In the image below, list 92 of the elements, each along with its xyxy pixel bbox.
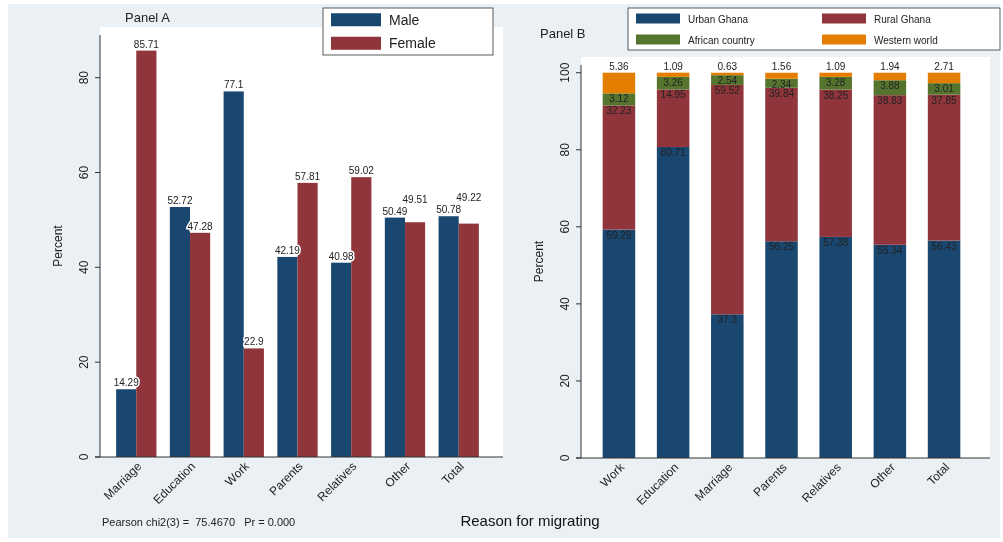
bar: [243, 348, 264, 457]
bar: [384, 217, 405, 457]
bar: [873, 95, 907, 245]
data-label: 49.51: [402, 193, 429, 205]
data-label: 57.81: [295, 170, 321, 182]
data-label: 38.83: [877, 95, 903, 107]
data-label: 3.28: [825, 76, 846, 88]
bar: [765, 241, 798, 458]
data-label: 37.85: [931, 94, 958, 106]
data-label: 2.71: [934, 60, 955, 72]
data-label: 3.01: [934, 83, 955, 95]
bar: [656, 72, 690, 77]
legend-label: Male: [389, 11, 420, 28]
data-label: 32.23: [606, 105, 632, 117]
data-label: 50.49: [382, 205, 408, 217]
data-label: 57.38: [823, 236, 849, 248]
data-label: 1.09: [825, 60, 846, 72]
bar: [404, 222, 426, 457]
data-label: 1.94: [880, 60, 901, 72]
data-label: 59.02: [348, 165, 375, 177]
data-label: 77.1: [223, 79, 244, 91]
data-label: 49.22: [456, 192, 482, 204]
data-label: 3.12: [609, 93, 630, 105]
bar: [711, 314, 744, 458]
bar: [873, 244, 907, 458]
y-axis-title: Percent: [51, 224, 65, 267]
legend-label: Female: [389, 35, 436, 52]
bar: [656, 89, 690, 148]
x-axis-title: Reason for migrating: [460, 512, 600, 529]
bar: [927, 240, 961, 458]
data-label: 80.71: [660, 147, 687, 159]
bar: [765, 87, 798, 242]
bar: [458, 223, 479, 457]
y-tick-label: 60: [558, 219, 572, 234]
data-label: 39.84: [768, 87, 795, 99]
y-tick-label: 80: [558, 142, 572, 157]
bar: [351, 177, 372, 457]
data-label: 59.52: [714, 84, 741, 96]
bar: [223, 91, 244, 457]
y-tick-label: 60: [77, 165, 91, 180]
y-tick-label: 20: [558, 373, 572, 388]
bar: [438, 216, 459, 457]
bar: [116, 389, 137, 457]
bar: [927, 72, 961, 84]
data-label: 22.9: [244, 336, 264, 348]
y-axis-title: Percent: [532, 240, 546, 283]
text: Pearson chi2(3) = 75.4670 Pr = 0.000: [102, 516, 296, 528]
y-tick-label: 40: [77, 260, 91, 275]
data-label: 0.63: [717, 60, 738, 72]
legend-label: Urban Ghana: [688, 13, 749, 25]
bar: [819, 89, 852, 237]
data-label: 55.34: [877, 244, 903, 256]
y-tick-label: 0: [558, 454, 572, 462]
data-label: 50.78: [436, 204, 462, 216]
bar: [927, 94, 961, 241]
y-tick-label: 80: [77, 70, 91, 85]
data-label: 85.71: [133, 38, 160, 50]
data-label: 52.72: [167, 195, 193, 207]
data-label: 3.26: [663, 76, 684, 88]
bar: [711, 84, 744, 315]
data-label: 56.43: [931, 240, 958, 252]
data-label: 37.3: [717, 314, 738, 326]
bar: [819, 72, 852, 77]
bar: [602, 105, 636, 230]
data-label: 2.34: [771, 78, 792, 90]
data-label: 3.88: [880, 80, 901, 92]
data-label: 5.36: [609, 60, 630, 72]
y-tick-label: 40: [558, 296, 572, 311]
data-label: 56.25: [768, 241, 795, 253]
bar: [190, 232, 211, 457]
bar: [602, 72, 636, 94]
bar: [277, 256, 298, 457]
data-label: 2.54: [717, 75, 738, 87]
bar: [602, 229, 636, 458]
chart-title: Panel B: [540, 26, 586, 41]
bar: [819, 236, 852, 458]
data-label: 38.25: [823, 89, 849, 101]
data-label: 59.29: [606, 229, 632, 241]
y-tick-label: 0: [77, 453, 91, 461]
bar: [656, 147, 690, 458]
legend-label: Rural Ghana: [874, 13, 932, 25]
bar: [765, 72, 798, 79]
bar: [331, 262, 352, 457]
chart-title: Panel A: [125, 10, 171, 25]
y-tick-label: 100: [558, 62, 572, 83]
bar: [873, 72, 907, 81]
data-label: 1.09: [663, 60, 684, 72]
data-label: 1.56: [771, 60, 792, 72]
legend-label: Western world: [874, 34, 938, 46]
legend-label: African country: [688, 34, 755, 46]
y-tick-label: 20: [77, 355, 91, 369]
data-label: 14.95: [660, 89, 687, 101]
